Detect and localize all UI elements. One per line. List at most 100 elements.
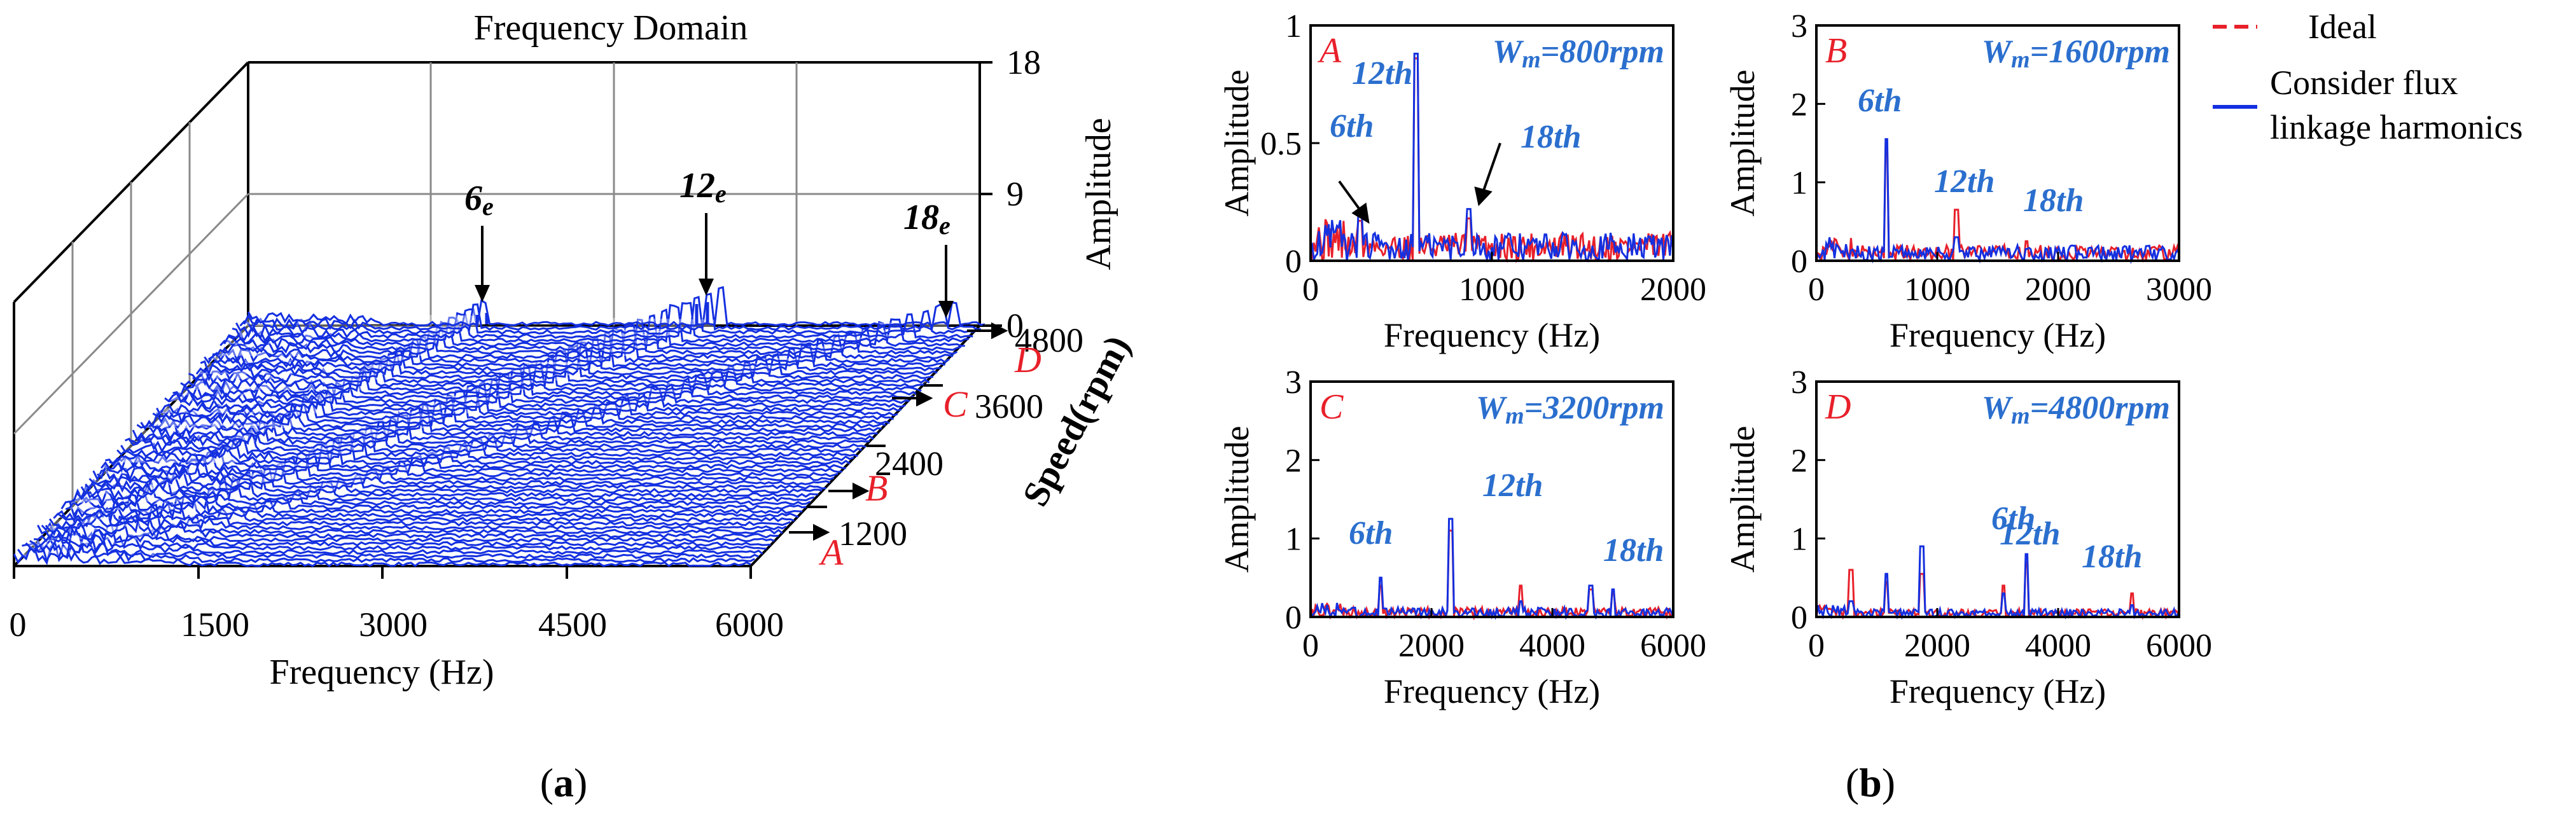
speed-tick-label-4800: 4800 <box>1015 321 1083 359</box>
waterfall-slice <box>53 499 791 527</box>
subplot-a-18th-arrowhead <box>1474 186 1493 207</box>
waterfall-slice <box>140 406 878 437</box>
subplot-b-y-tick-label: 0 <box>1791 244 1807 280</box>
subplot-d-speed-label: Wm=4800rpm <box>1982 390 2170 429</box>
x-tick-label-6000: 6000 <box>715 605 784 644</box>
waterfall-slice <box>172 371 910 405</box>
subplot-c-harmonic-12th: 12th <box>1482 467 1543 504</box>
legend-flux-label-line2: linkage harmonics <box>2270 108 2523 146</box>
waterfall-slice <box>101 452 839 478</box>
panel-b-caption: (b) <box>1846 760 1895 805</box>
subplot-d-y-tick-label: 2 <box>1791 443 1807 479</box>
subplot-a-harmonic-18th: 18th <box>1521 119 1581 155</box>
subplot-d-x-label: Frequency (Hz) <box>1890 672 2106 710</box>
subplot-b-y-tick-label: 2 <box>1791 86 1807 123</box>
subplot-c-y-tick-label: 1 <box>1285 522 1302 558</box>
subplot-b-harmonic-6th: 6th <box>1858 83 1902 119</box>
subplot-a-x-tick-label: 2000 <box>1640 272 1706 308</box>
waterfall-slice <box>132 415 870 445</box>
legend-ideal-label: Ideal <box>2308 8 2377 46</box>
waterfall-slice <box>65 489 803 515</box>
subplot-a-speed-label: Wm=800rpm <box>1493 34 1664 73</box>
x-tick-label-3000: 3000 <box>359 605 428 644</box>
speed-marker-d: D <box>1014 339 1041 380</box>
waterfall-slice <box>228 308 965 347</box>
subplot-c-x-tick-label: 6000 <box>1640 628 1706 664</box>
annotation-18fe: 18e <box>903 198 950 240</box>
subplot-a-6th-arrowhead <box>1351 202 1370 224</box>
panel-a-x-axis: 0 1500 3000 4500 6000 Frequency (Hz) <box>10 566 784 692</box>
waterfall-slice <box>184 359 922 392</box>
subplot-c: 0 1 2 3 0 2000 4000 6000 Frequency (Hz) Amplitude… <box>1218 364 1706 710</box>
subplot-b-id: B <box>1825 31 1847 71</box>
waterfall-slice <box>215 322 954 360</box>
subplot-c-frame <box>1309 380 1674 618</box>
marker-arrowhead-d <box>991 322 1008 340</box>
subplot-d-x-tick-label: 6000 <box>2146 628 2212 664</box>
annotation-6fe: 6e <box>464 179 494 221</box>
subplot-a-y-tick-label: 0 <box>1285 244 1302 280</box>
subplot-d-x-tick-label: 4000 <box>2025 628 2091 664</box>
subplot-d: 0 1 2 3 0 2000 4000 6000 Frequency (Hz) Amplitude… <box>1723 364 2212 710</box>
speed-tick-label-1200: 1200 <box>839 515 907 553</box>
subplot-b-y-tick-label: 1 <box>1791 165 1807 202</box>
subplot-d-y-tick-label: 1 <box>1791 522 1807 558</box>
waterfall-slice <box>243 293 981 331</box>
panel-a-gridlines <box>13 62 980 506</box>
subplot-b-flux-series <box>1816 138 2180 265</box>
marker-arrowhead-c <box>916 389 933 407</box>
subplot-c-id: C <box>1319 387 1344 427</box>
subplot-a-y-tick-label: 0.5 <box>1260 126 1302 162</box>
annotation-12fe: 12e <box>679 166 727 208</box>
speed-tick-label-3600: 3600 <box>975 387 1043 425</box>
annotation-6fe-arrowhead <box>475 285 490 302</box>
panel-a-z-axis: 18 9 0 Amplitude <box>978 43 1118 345</box>
subplot-c-speed-label: Wm=3200rpm <box>1476 390 1664 429</box>
z-axis-label: Amplitude <box>1079 118 1118 270</box>
waterfall-slice <box>148 398 886 429</box>
waterfall-slice <box>73 478 811 506</box>
subplot-b: 0 1 2 3 0 1000 2000 3000 Frequency (Hz) Amplitude… <box>1723 8 2212 354</box>
subplot-d-y-label: Amplitude <box>1723 426 1762 573</box>
marker-arrowhead-b <box>853 482 870 500</box>
subplot-d-harmonic-6th: 6th <box>1991 501 2035 537</box>
annotation-12fe-arrowhead <box>699 279 714 296</box>
x-tick-label-1500: 1500 <box>181 605 249 644</box>
subplot-c-x-label: Frequency (Hz) <box>1384 672 1600 710</box>
panel-a-caption: (a) <box>540 760 588 805</box>
legend-flux-label-line1: Consider flux <box>2270 64 2458 102</box>
waterfall-slice <box>17 542 755 564</box>
waterfall-slice <box>45 509 783 535</box>
subplot-d-x-tick-label: 2000 <box>1904 628 1970 664</box>
subplot-a-harmonic-12th: 12th <box>1352 55 1412 92</box>
subplot-b-y-tick-label: 3 <box>1791 8 1807 45</box>
subplot-a-y-label: Amplitude <box>1218 70 1256 217</box>
legend: Ideal Consider flux linkage harmonics <box>2213 8 2523 146</box>
subplot-d-flux-series <box>1815 545 2180 620</box>
waterfall-slice <box>176 366 914 401</box>
subplot-a-arrows <box>1338 142 1501 224</box>
waterfall-slice <box>85 469 823 494</box>
subplot-a-ideal-series <box>1309 57 1674 263</box>
subplot-c-y-tick-label: 2 <box>1285 443 1302 479</box>
subplot-d-y-tick-label: 0 <box>1791 600 1807 636</box>
subplot-c-y-label: Amplitude <box>1218 426 1256 573</box>
waterfall-slice <box>239 296 977 335</box>
subplot-c-harmonic-6th: 6th <box>1349 515 1393 551</box>
speed-marker-a: A <box>818 532 844 573</box>
subplot-b-x-tick-label: 1000 <box>1904 272 1970 308</box>
subplot-a-18th-arrow <box>1481 142 1501 195</box>
subplot-a-harmonic-6th: 6th <box>1330 108 1374 144</box>
subplot-a: 0 0.5 1 0 1000 2000 Frequency (Hz) Amplitude A Wm… <box>1218 8 1706 354</box>
waterfall-slice <box>76 476 815 502</box>
waterfall-slice <box>116 433 854 462</box>
waterfall-slice <box>168 377 906 409</box>
waterfall-slice <box>88 464 826 490</box>
panel-a-waterfall-slices <box>13 286 985 567</box>
waterfall-slice <box>25 531 763 555</box>
panel-a-annotations: 6e 12e 18e <box>464 166 954 318</box>
z-tick-label-0: 0 <box>1006 307 1024 345</box>
waterfall-slice <box>207 331 946 368</box>
panel-a-waterfall-chart: Frequency Domain <box>10 8 1139 805</box>
